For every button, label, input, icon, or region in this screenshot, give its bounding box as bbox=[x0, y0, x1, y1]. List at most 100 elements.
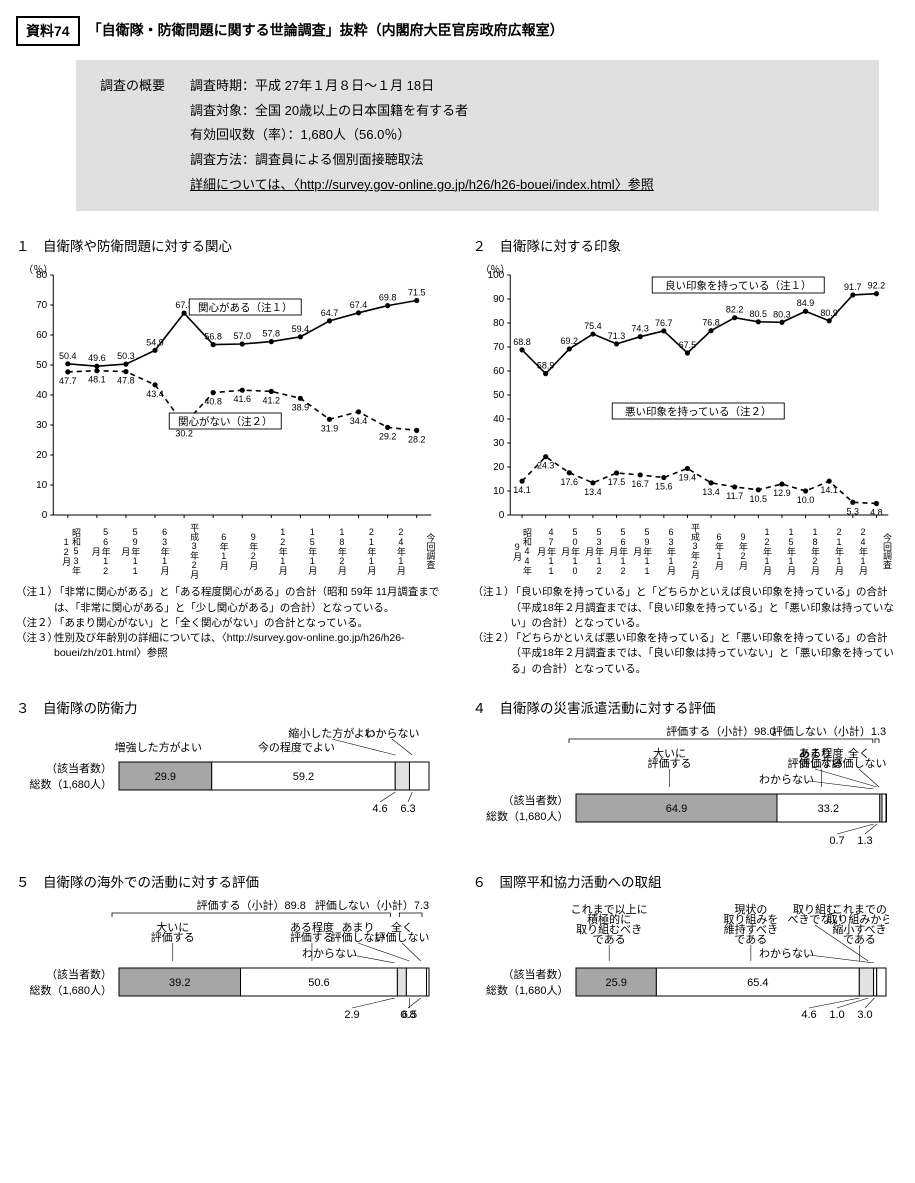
svg-text:43.4: 43.4 bbox=[146, 389, 164, 399]
svg-text:である: である bbox=[843, 933, 876, 946]
svg-text:評価しない: 評価しない bbox=[375, 930, 430, 944]
svg-text:関心がある（注１）: 関心がある（注１） bbox=[198, 301, 293, 314]
svg-text:65.4: 65.4 bbox=[747, 977, 768, 989]
svg-text:10: 10 bbox=[36, 480, 48, 491]
svg-text:である: である bbox=[734, 933, 767, 946]
section-title-1: １ 自衛隊や防衛問題に対する関心 bbox=[16, 235, 443, 255]
svg-text:34.4: 34.4 bbox=[350, 416, 368, 426]
svg-text:29.9: 29.9 bbox=[155, 771, 176, 783]
svg-text:悪い印象を持っている（注２）: 悪い印象を持っている（注２） bbox=[625, 405, 771, 418]
overview-detail-link[interactable]: 詳細については、〈http://survey.gov-online.go.jp/… bbox=[190, 173, 654, 198]
svg-text:75.4: 75.4 bbox=[584, 321, 602, 331]
svg-text:である: である bbox=[592, 933, 625, 946]
section-title: ４ 自衛隊の災害派遣活動に対する評価 bbox=[473, 697, 900, 717]
x-axis-label: 50年10月 bbox=[555, 523, 579, 579]
doc-tag: 資料74 bbox=[16, 16, 80, 46]
x-axis-label: 53年12月 bbox=[579, 523, 603, 579]
bar-left-label: （該当者数） bbox=[473, 792, 569, 808]
svg-text:2.9: 2.9 bbox=[344, 1009, 359, 1021]
note-body: 「良い印象を持っている」と「どちらかといえば良い印象を持っている」の合計（平成1… bbox=[511, 585, 900, 631]
svg-text:47.8: 47.8 bbox=[117, 376, 135, 386]
section-title-2: ２ 自衛隊に対する印象 bbox=[473, 235, 900, 255]
note-tag: （注２） bbox=[16, 616, 54, 631]
svg-text:増強した方がよい: 増強した方がよい bbox=[115, 740, 202, 754]
svg-text:評価しない: 評価しない bbox=[831, 756, 886, 770]
svg-text:69.8: 69.8 bbox=[379, 293, 397, 303]
note-tag: （注１） bbox=[16, 585, 54, 615]
x-axis-label: 昭和44年9月 bbox=[507, 523, 531, 579]
svg-text:今の程度でよい: 今の程度でよい bbox=[258, 740, 335, 754]
x-axis-label: 12年1月 bbox=[747, 523, 771, 579]
section-title: ６ 国際平和協力活動への取組 bbox=[473, 871, 900, 891]
x-axis-label: 12年1月 bbox=[257, 523, 287, 579]
svg-text:29.2: 29.2 bbox=[379, 432, 397, 442]
svg-text:評価しない（小計）7.3: 評価しない（小計）7.3 bbox=[315, 899, 429, 912]
bar-left-label: （該当者数） bbox=[16, 760, 112, 776]
svg-text:67.4: 67.4 bbox=[350, 300, 368, 310]
chart2-notes: （注１）「良い印象を持っている」と「どちらかといえば良い印象を持っている」の合計… bbox=[473, 585, 900, 676]
chart-2: 0102030405060708090100（％）68.858.969.275.… bbox=[473, 263, 900, 523]
stacked-bar: 39.250.6 bbox=[118, 967, 430, 997]
svg-text:74.3: 74.3 bbox=[631, 324, 649, 334]
svg-text:59.4: 59.4 bbox=[292, 324, 310, 334]
svg-text:50: 50 bbox=[493, 390, 505, 401]
overview-label: 調査の概要 bbox=[100, 74, 190, 197]
svg-text:15.6: 15.6 bbox=[655, 482, 673, 492]
svg-text:60: 60 bbox=[493, 366, 505, 377]
svg-text:30.2: 30.2 bbox=[175, 429, 193, 439]
x-axis-label: 6年1月 bbox=[198, 523, 228, 579]
svg-text:71.3: 71.3 bbox=[607, 331, 625, 341]
svg-text:50: 50 bbox=[36, 360, 48, 371]
svg-text:70: 70 bbox=[36, 300, 48, 311]
svg-text:13.4: 13.4 bbox=[702, 487, 720, 497]
svg-text:わからない: わからない bbox=[365, 727, 420, 740]
overview-box: 調査の概要 調査時期：平成 27年１月８日～１月 18日 調査対象：全国 20歳… bbox=[76, 60, 879, 211]
svg-text:16.7: 16.7 bbox=[631, 479, 649, 489]
svg-text:11.7: 11.7 bbox=[726, 491, 743, 501]
chart-1: 01020304050607080（％）50.449.650.354.967.3… bbox=[16, 263, 443, 523]
note-body: 「非常に関心がある」と「ある程度関心がある」の合計（昭和 59年 11月調査まで… bbox=[54, 585, 443, 615]
svg-text:良い印象を持っている（注１）: 良い印象を持っている（注１） bbox=[665, 279, 811, 292]
svg-text:0.8: 0.8 bbox=[400, 1009, 415, 1021]
x-axis-label: 9年2月 bbox=[228, 523, 258, 579]
chart2-xaxis-labels: 昭和44年9月47年11月50年10月53年12月56年12月59年11月63年… bbox=[473, 523, 900, 579]
x-axis-label: 平成3年2月 bbox=[169, 523, 199, 579]
svg-text:76.7: 76.7 bbox=[655, 318, 673, 328]
note-body: 「あまり関心がない」と「全く関心がない」の合計となっている。 bbox=[54, 616, 443, 631]
x-axis-label: 24年1月 bbox=[843, 523, 867, 579]
svg-text:19.4: 19.4 bbox=[678, 473, 696, 483]
svg-text:40.8: 40.8 bbox=[204, 397, 222, 407]
svg-text:70: 70 bbox=[493, 342, 505, 353]
svg-text:14.1: 14.1 bbox=[820, 486, 838, 496]
svg-text:評価する（小計）89.8: 評価する（小計）89.8 bbox=[196, 899, 305, 912]
x-axis-label: 47年11月 bbox=[531, 523, 555, 579]
svg-text:69.2: 69.2 bbox=[560, 336, 578, 346]
svg-text:（％）: （％） bbox=[480, 264, 510, 276]
svg-text:50.4: 50.4 bbox=[59, 351, 77, 361]
doc-title: 「自衛隊・防衛問題に関する世論調査」抜粋（内閣府大臣官房政府広報室） bbox=[88, 16, 564, 40]
svg-text:10.0: 10.0 bbox=[796, 495, 814, 505]
bar-left-label: 総数（1,680人） bbox=[473, 982, 569, 998]
svg-text:1.3: 1.3 bbox=[857, 835, 872, 847]
x-axis-label: 21年1月 bbox=[346, 523, 376, 579]
svg-text:80.9: 80.9 bbox=[820, 308, 838, 318]
svg-text:41.2: 41.2 bbox=[263, 396, 281, 406]
svg-text:40: 40 bbox=[493, 414, 505, 425]
svg-text:80: 80 bbox=[493, 318, 505, 329]
x-axis-label: 18年2月 bbox=[795, 523, 819, 579]
svg-text:17.6: 17.6 bbox=[560, 477, 578, 487]
svg-text:縮小した方がよい: 縮小した方がよい bbox=[288, 726, 375, 740]
stacked-bar: 64.933.2 bbox=[575, 793, 887, 823]
x-axis-label: 昭和53年12月 bbox=[51, 523, 81, 579]
note-body: 性別及び年齢別の詳細については、〈http://survey.gov-onlin… bbox=[54, 631, 443, 661]
section-title: ５ 自衛隊の海外での活動に対する評価 bbox=[16, 871, 443, 891]
svg-text:92.2: 92.2 bbox=[867, 281, 885, 291]
svg-text:38.9: 38.9 bbox=[292, 403, 310, 413]
svg-text:76.8: 76.8 bbox=[702, 318, 720, 328]
x-axis-label: 59年11月 bbox=[110, 523, 140, 579]
x-axis-label: 15年1月 bbox=[287, 523, 317, 579]
x-axis-label: 63年1月 bbox=[651, 523, 675, 579]
bar-left-label: （該当者数） bbox=[473, 966, 569, 982]
svg-text:14.1: 14.1 bbox=[513, 486, 531, 496]
svg-text:58.9: 58.9 bbox=[536, 361, 554, 371]
